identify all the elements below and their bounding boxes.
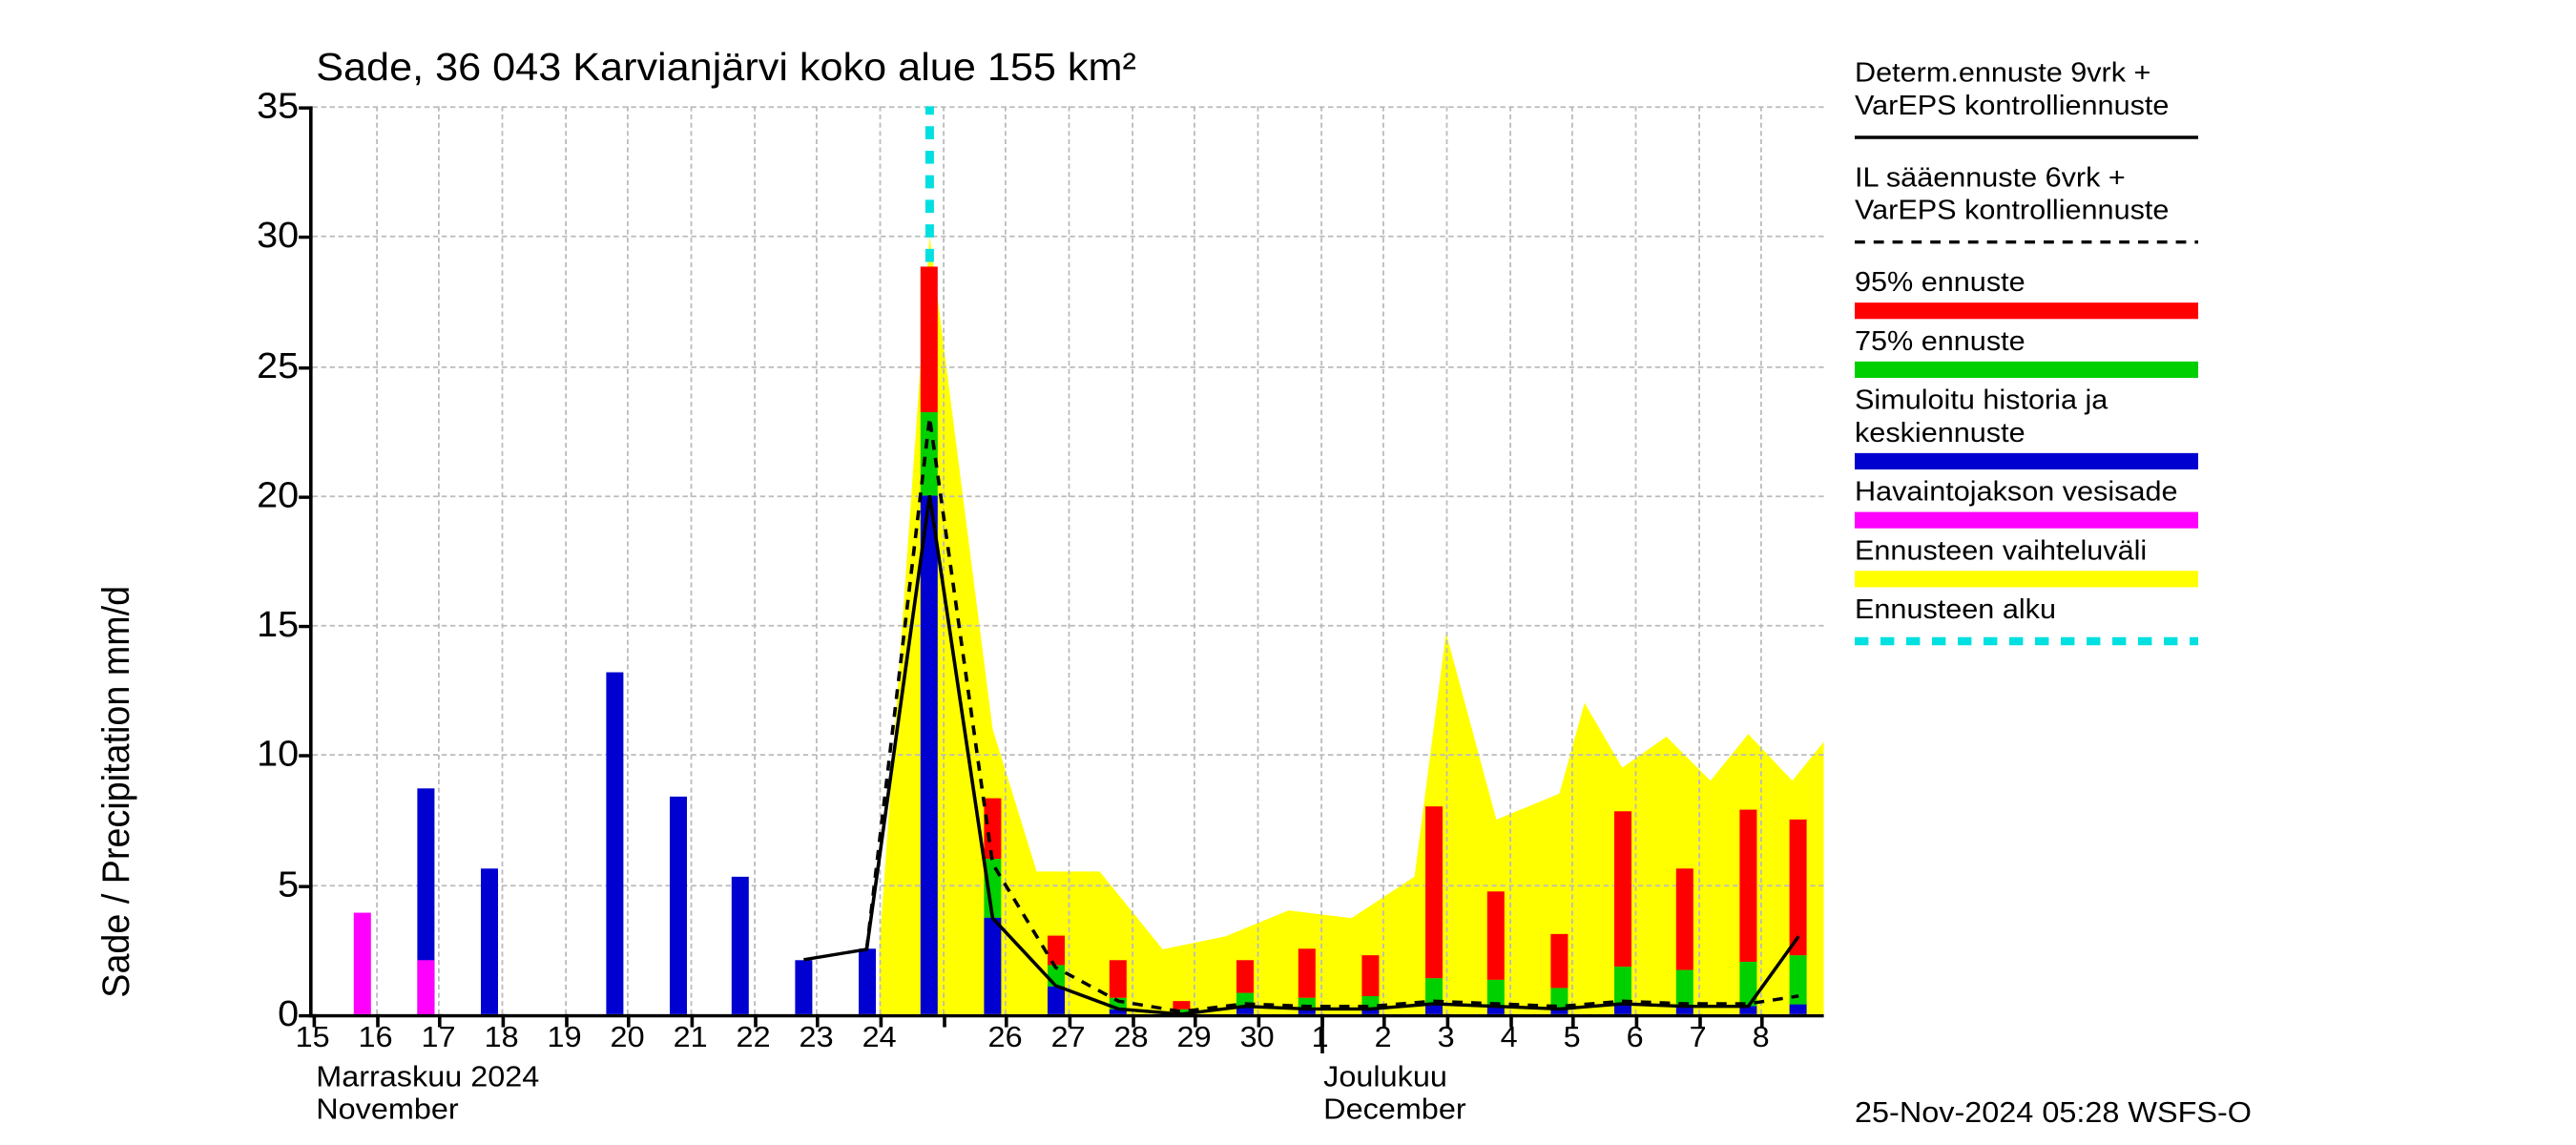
x-tick-label: 6 [1627,1014,1644,1055]
legend-entry: IL sääennuste 6vrk + VarEPS kontrollienn… [1855,162,2233,260]
x-tick-label: 26 [988,1014,1023,1055]
x-tick-label: 23 [800,1014,834,1055]
y-axis-label: Sade / Precipitation mm/d [94,586,139,998]
x-tick-label: 29 [1177,1014,1212,1055]
x-tick-label: 4 [1501,1014,1518,1055]
x-tick-label: 17 [422,1014,456,1055]
legend-label: IL sääennuste 6vrk + [1855,162,2233,195]
legend-swatch [1855,302,2198,319]
legend-line-icon [1855,632,2198,652]
legend-label: Ennusteen vaihteluväli [1855,535,2233,568]
legend-line-icon [1855,232,2198,252]
x-tick-label: 20 [611,1014,645,1055]
legend: Determ.ennuste 9vrk +VarEPS kontrollienn… [1855,57,2233,666]
month-label: Joulukuu [1323,1060,1447,1094]
x-tick-label: 2 [1375,1014,1392,1055]
legend-label: Ennusteen alku [1855,593,2233,626]
x-tick-label: 28 [1114,1014,1149,1055]
legend-swatch [1855,571,2198,587]
legend-label: Determ.ennuste 9vrk + [1855,57,2233,90]
legend-label: VarEPS kontrolliennuste [1855,195,2233,227]
x-tick-label: 18 [485,1014,519,1055]
forecast-start-line [313,106,1824,1013]
x-tick-label: 5 [1564,1014,1581,1055]
y-tick-mark [299,625,312,628]
legend-label: 95% ennuste [1855,266,2233,299]
x-tick-label: 22 [737,1014,771,1055]
y-tick-mark [299,755,312,758]
legend-swatch [1855,362,2198,378]
month-label: November [316,1093,458,1127]
x-tick-label: 24 [862,1014,897,1055]
legend-swatch [1855,512,2198,529]
legend-entry: Determ.ennuste 9vrk +VarEPS kontrollienn… [1855,57,2233,156]
legend-entry: Ennusteen vaihteluväli [1855,535,2233,588]
x-tick-label: 30 [1240,1014,1275,1055]
x-tick-label: 16 [359,1014,393,1055]
legend-entry: 75% ennuste [1855,325,2233,378]
y-tick-mark [299,106,312,109]
x-tick-label: 8 [1753,1014,1770,1055]
chart-title: Sade, 36 043 Karvianjärvi koko alue 155 … [316,46,1136,92]
y-tick-mark [299,365,312,368]
legend-entry: 95% ennuste [1855,266,2233,319]
x-tick-label: 19 [548,1014,582,1055]
legend-label: VarEPS kontrolliennuste [1855,90,2233,122]
footer-timestamp: 25-Nov-2024 05:28 WSFS-O [1855,1096,2252,1131]
month-label: Marraskuu 2024 [316,1060,539,1094]
y-tick-mark [299,885,312,887]
legend-swatch [1855,453,2198,469]
legend-label: 75% ennuste [1855,325,2233,358]
x-tick-label: 21 [674,1014,708,1055]
month-label: December [1323,1093,1465,1127]
x-tick-label: 27 [1051,1014,1086,1055]
y-tick-mark [299,495,312,498]
x-tick-mark [943,1014,946,1028]
legend-line-icon [1855,128,2198,148]
legend-label: Havaintojakson vesisade [1855,476,2233,509]
x-tick-label: 7 [1690,1014,1707,1055]
plot-area: 0510152025303515161718192021222324262728… [309,106,1824,1017]
legend-entry: Ennusteen alku [1855,593,2233,659]
legend-entry: Simuloitu historia jakeskiennuste [1855,385,2233,469]
y-tick-mark [299,236,312,239]
legend-entry: Havaintojakson vesisade [1855,476,2233,529]
x-tick-label: 3 [1438,1014,1455,1055]
month-divider [1320,1014,1324,1053]
legend-label: Simuloitu historia ja [1855,385,2233,417]
x-tick-label: 15 [296,1014,330,1055]
legend-label: keskiennuste [1855,417,2233,449]
